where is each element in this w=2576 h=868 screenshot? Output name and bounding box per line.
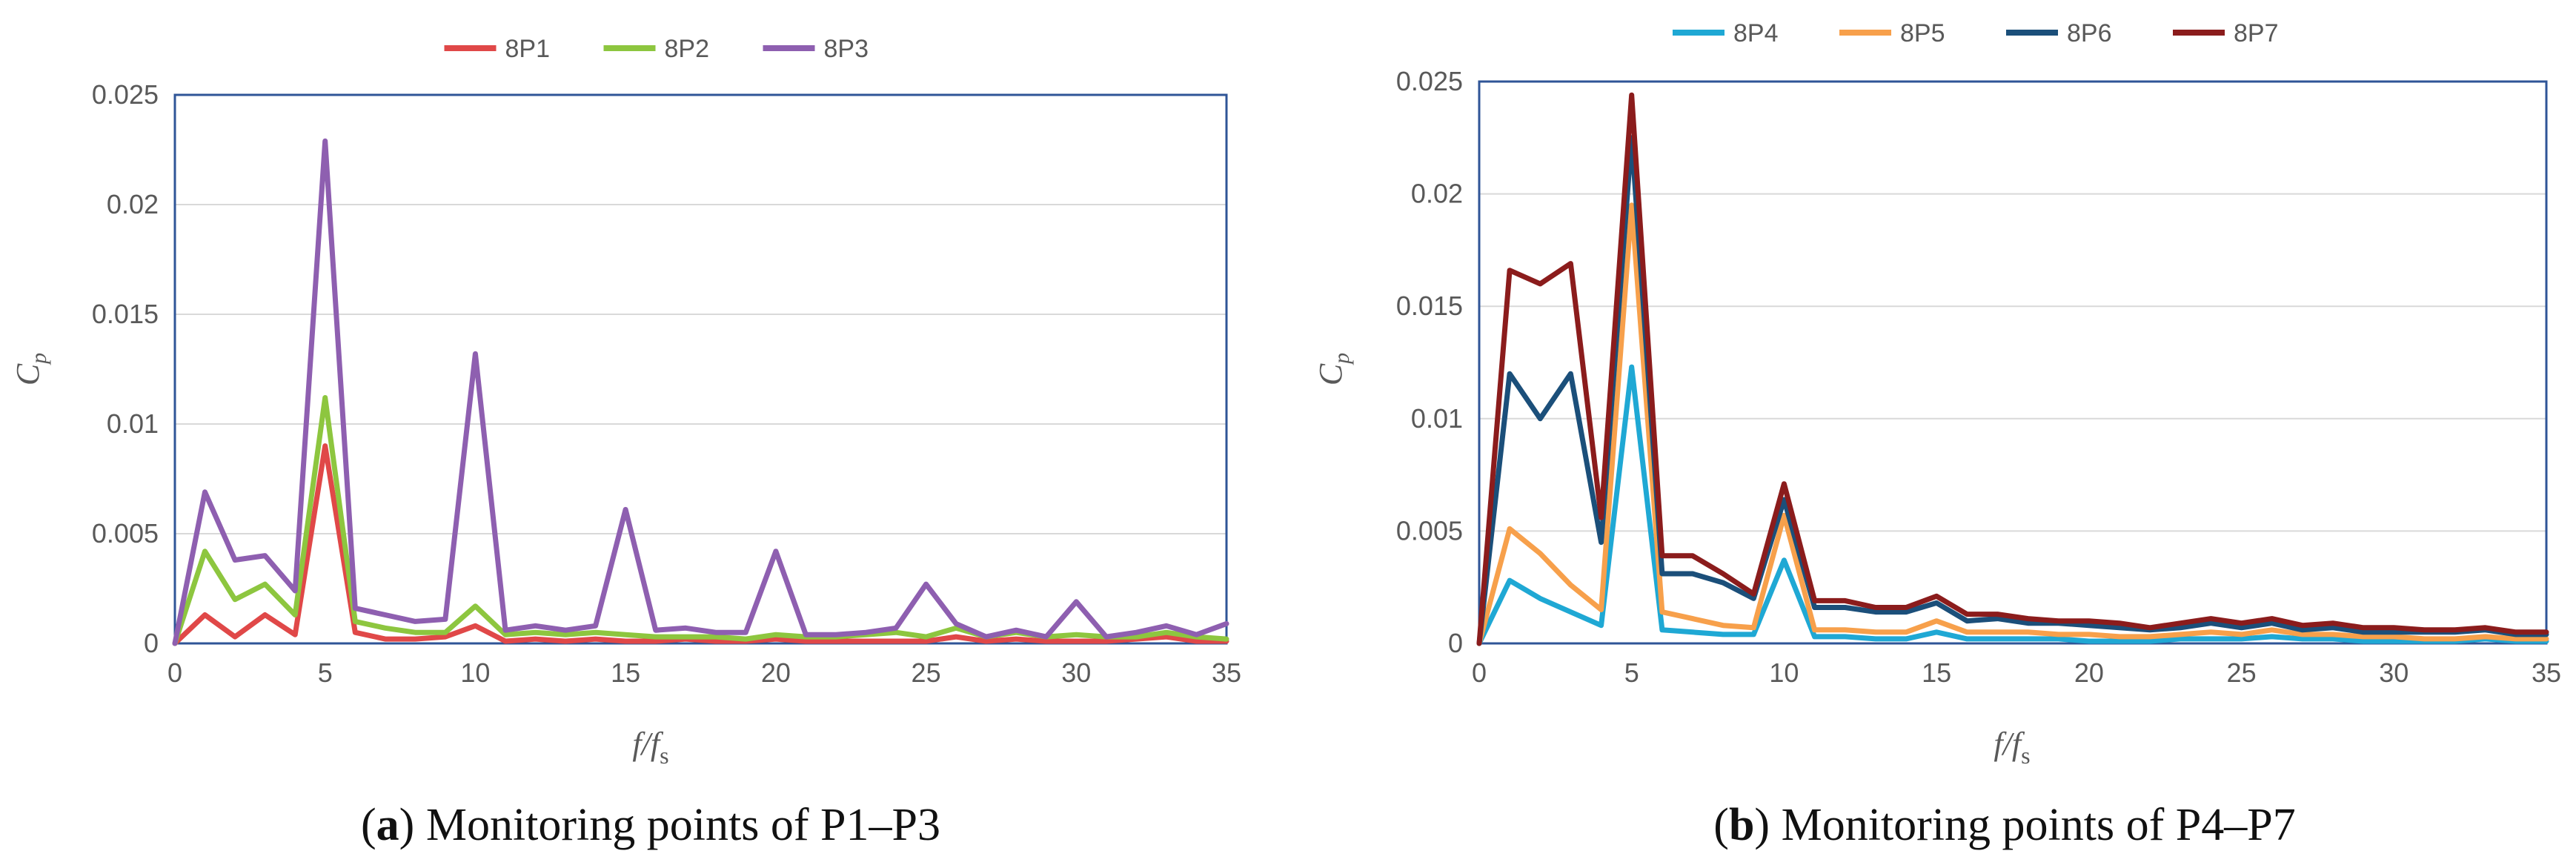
plot-frame-a [173,93,1228,645]
y-tick-label: 0 [1448,628,1463,658]
y-tick-label: 0.01 [107,408,159,439]
y-tick-label: 0.015 [92,299,159,329]
y-axis-label-main-b: C [1312,363,1349,385]
x-tick-label: 35 [2532,657,2561,688]
y-tick-labels-b: 0 0.005 0.01 0.015 0.02 0.025 [1396,66,1463,658]
x-tick-label: 0 [1472,657,1487,688]
caption-a: (a) Monitoring points of P1–P3 [361,800,940,850]
caption-text-a: Monitoring points of P1–P3 [414,800,940,850]
legend-a: 8P1 8P2 8P3 [444,35,869,63]
x-tick-label: 0 [167,657,182,688]
x-axis-label-b: f/fs [1994,726,2030,769]
y-tick-label: 0.005 [92,518,159,549]
y-tick-label: 0.02 [1411,179,1463,209]
x-tick-label: 30 [1061,657,1091,688]
x-tick-labels-b: 0 5 10 15 20 25 30 35 [1472,657,2561,688]
x-axis-label-main-b: f/f [1994,726,2025,762]
legend-label-8p3: 8P3 [824,35,869,63]
y-axis-label-sub-a: p [27,353,51,365]
y-tick-label: 0.025 [92,79,159,110]
caption-text-b: Monitoring points of P4–P7 [1770,800,2296,850]
x-tick-label: 10 [1769,657,1799,688]
y-axis-label-main-a: C [10,363,46,385]
legend-label-8p2: 8P2 [665,35,710,63]
y-tick-label: 0.025 [1396,66,1463,96]
x-tick-label: 5 [1624,657,1639,688]
x-tick-label: 15 [611,657,640,688]
y-tick-label: 0 [144,628,159,658]
x-tick-label: 15 [1922,657,1951,688]
legend-label-8p5: 8P5 [1900,19,1945,47]
x-tick-label: 25 [912,657,941,688]
legend-label-8p4: 8P4 [1733,19,1779,47]
y-tick-label: 0.01 [1411,403,1463,434]
x-tick-label: 5 [318,657,333,688]
caption-letter-a: a [376,800,399,850]
gridlines-a [175,204,1226,534]
plot-frame-b [1478,80,2548,645]
series-lines-b [1476,92,2549,646]
series-line-8p7 [1476,92,2549,646]
series-line-8p4 [1476,364,2549,646]
legend-b: 8P4 8P5 8P6 8P7 [1673,19,2279,47]
x-axis-label-a: f/fs [632,726,668,769]
x-tick-label: 35 [1212,657,1241,688]
series-line-8p2 [172,395,1229,646]
y-tick-label: 0.02 [107,189,159,219]
caption-b: (b) Monitoring points of P4–P7 [1713,800,2295,850]
x-tick-label: 30 [2379,657,2409,688]
legend-label-8p7: 8P7 [2234,19,2279,47]
x-tick-label: 20 [2074,657,2104,688]
legend-label-8p1: 8P1 [505,35,551,63]
series-line-8p5 [1476,202,2549,646]
y-axis-label-a: Cp [10,353,51,385]
x-tick-labels-a: 0 5 10 15 20 25 30 35 [167,657,1241,688]
y-tick-label: 0.015 [1396,291,1463,321]
x-axis-label-sub-a: s [660,742,668,769]
y-tick-labels-a: 0 0.005 0.01 0.015 0.02 0.025 [92,79,159,658]
x-tick-label: 20 [761,657,791,688]
x-axis-label-sub-b: s [2021,742,2030,769]
series-line-8p3 [172,138,1229,646]
x-tick-label: 10 [460,657,490,688]
x-axis-label-main-a: f/f [632,726,663,762]
caption-letter-b: b [1729,800,1754,850]
y-axis-label-sub-b: p [1330,353,1354,365]
x-tick-label: 25 [2227,657,2257,688]
y-axis-label-b: Cp [1312,353,1354,385]
y-tick-label: 0.005 [1396,515,1463,546]
series-lines-a [172,138,1229,646]
legend-label-8p6: 8P6 [2067,19,2112,47]
